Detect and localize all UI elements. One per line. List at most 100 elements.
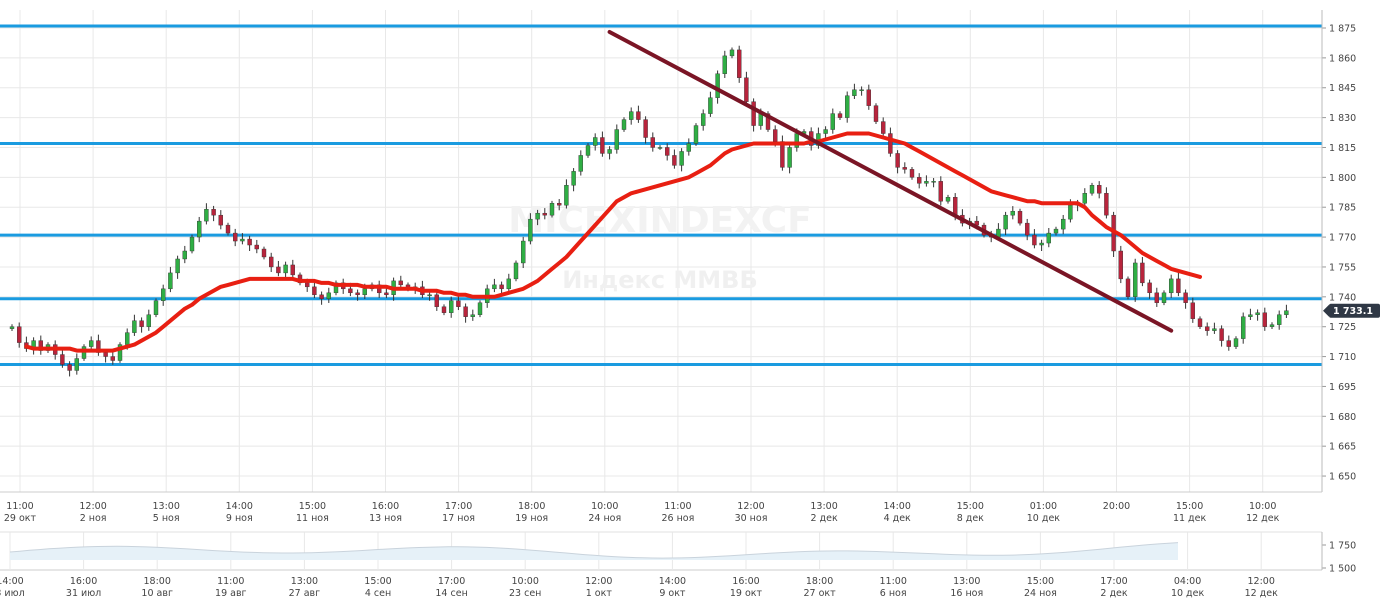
candle-up[interactable] (823, 126, 828, 140)
candle-down[interactable] (902, 162, 907, 174)
candle-up[interactable] (1060, 214, 1066, 235)
candle-up[interactable] (845, 91, 850, 123)
candle-down[interactable] (1204, 322, 1210, 336)
candle-down[interactable] (1219, 325, 1224, 347)
candle-down[interactable] (319, 291, 324, 305)
candle-up[interactable] (1240, 312, 1246, 344)
candle-down[interactable] (225, 222, 231, 236)
candle-down[interactable] (780, 135, 785, 171)
candle-down[interactable] (873, 103, 879, 124)
candle-up[interactable] (153, 298, 159, 318)
candle-down[interactable] (1140, 256, 1145, 287)
candle-down[interactable] (355, 289, 360, 301)
trendline-layer[interactable] (607, 29, 1174, 333)
candle-down[interactable] (290, 259, 295, 280)
candle-down[interactable] (139, 317, 144, 333)
candle-up[interactable] (1168, 274, 1174, 298)
candle-down[interactable] (636, 105, 641, 123)
candle-up[interactable] (1046, 228, 1052, 248)
candle-up[interactable] (859, 86, 864, 96)
candle-up[interactable] (1082, 188, 1088, 208)
candle-up[interactable] (593, 133, 598, 151)
candle-up[interactable] (1276, 310, 1282, 330)
candle-down[interactable] (261, 246, 267, 260)
candle-up[interactable] (549, 200, 555, 218)
candle-down[interactable] (110, 351, 116, 365)
candle-up[interactable] (657, 145, 663, 150)
candle-down[interactable] (1197, 316, 1203, 330)
horizontal-levels[interactable] (0, 24, 1322, 366)
candle-up[interactable] (578, 150, 583, 176)
candle-up[interactable] (204, 203, 209, 225)
candle-up[interactable] (1212, 322, 1217, 334)
candle-down[interactable] (895, 150, 900, 174)
candle-up[interactable] (679, 148, 684, 172)
candle-up[interactable] (571, 168, 576, 192)
candle-down[interactable] (312, 280, 317, 299)
candle-up[interactable] (535, 209, 540, 226)
candle-up[interactable] (427, 291, 432, 301)
candle-down[interactable] (881, 117, 886, 139)
candle-down[interactable] (218, 210, 224, 230)
candle-up[interactable] (1089, 182, 1095, 196)
candle-down[interactable] (499, 281, 504, 295)
candle-down[interactable] (665, 143, 670, 161)
candle-down[interactable] (60, 348, 65, 368)
candle-down[interactable] (463, 303, 468, 323)
candle-down[interactable] (441, 304, 447, 316)
candle-up[interactable] (945, 194, 951, 204)
candle-up[interactable] (477, 300, 483, 318)
candle-down[interactable] (751, 98, 756, 132)
candle-up[interactable] (852, 83, 857, 99)
candle-up[interactable] (701, 109, 706, 131)
candle-up[interactable] (117, 342, 123, 363)
candle-up[interactable] (160, 284, 166, 306)
candle-down[interactable] (456, 294, 461, 311)
candle-down[interactable] (67, 361, 72, 377)
candle-down[interactable] (1183, 289, 1188, 309)
candle-up[interactable] (722, 50, 727, 78)
candle-down[interactable] (643, 116, 648, 144)
candle-down[interactable] (1154, 287, 1160, 307)
candle-up[interactable] (283, 261, 288, 279)
candle-up[interactable] (1233, 336, 1239, 349)
candle-up[interactable] (1132, 258, 1138, 302)
candle-down[interactable] (542, 208, 547, 220)
candle-up[interactable] (729, 47, 735, 59)
candle-down[interactable] (434, 289, 439, 311)
candle-up[interactable] (521, 236, 526, 269)
candle-up[interactable] (1003, 211, 1008, 236)
candle-down[interactable] (276, 260, 281, 277)
candle-down[interactable] (1190, 297, 1196, 323)
candle-up[interactable] (1255, 309, 1260, 321)
candle-up[interactable] (1039, 239, 1044, 252)
candle-down[interactable] (888, 127, 893, 157)
candle-up[interactable] (1284, 304, 1289, 319)
candle-up[interactable] (1269, 322, 1275, 330)
candle-down[interactable] (1024, 218, 1030, 241)
candle-up[interactable] (132, 314, 137, 336)
candle-up[interactable] (1248, 308, 1253, 320)
candle-down[interactable] (866, 84, 871, 110)
candle-down[interactable] (737, 45, 742, 83)
candle-down[interactable] (211, 205, 216, 222)
candle-up[interactable] (931, 178, 936, 188)
candle-down[interactable] (744, 71, 749, 105)
candle-down[interactable] (232, 228, 238, 247)
candle-up[interactable] (629, 107, 634, 125)
candle-down[interactable] (650, 132, 655, 152)
candle-down[interactable] (1111, 211, 1116, 257)
candle-up[interactable] (607, 146, 612, 160)
candle-up[interactable] (506, 273, 511, 294)
candle-up[interactable] (9, 324, 15, 332)
candle-up[interactable] (830, 108, 835, 134)
candle-up[interactable] (513, 260, 519, 282)
candle-up[interactable] (189, 234, 195, 254)
candle-up[interactable] (449, 296, 454, 318)
candle-down[interactable] (1118, 245, 1124, 284)
candle-down[interactable] (1125, 276, 1131, 300)
candle-down[interactable] (600, 131, 605, 157)
candle-up[interactable] (175, 255, 180, 279)
candles[interactable] (9, 45, 1289, 377)
